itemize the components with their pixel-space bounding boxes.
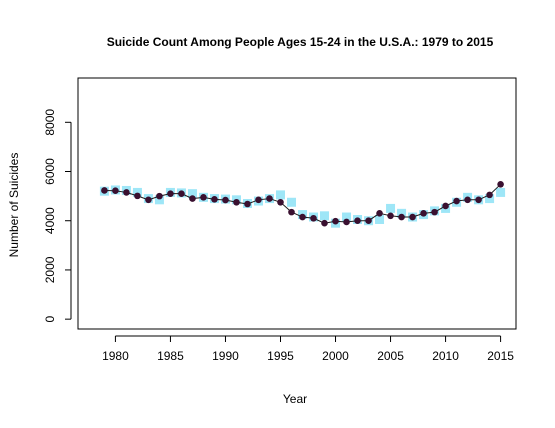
square-point: [386, 203, 396, 213]
circle-point: [112, 187, 119, 195]
circle-point: [354, 217, 361, 225]
square-point: [342, 212, 352, 222]
circle-point: [178, 190, 185, 197]
circle-point: [244, 200, 251, 208]
x-tick-label: 2010: [432, 349, 459, 363]
circle-point: [222, 196, 229, 204]
square-point: [275, 190, 285, 200]
circle-point: [376, 210, 383, 217]
circle-point: [101, 187, 108, 194]
x-axis-title: Year: [283, 392, 307, 406]
circle-point: [310, 214, 317, 222]
circle-point: [156, 192, 163, 200]
circle-point: [255, 196, 262, 204]
circle-point: [167, 190, 174, 197]
x-tick-label: 1995: [267, 349, 294, 363]
x-tick-label: 2005: [377, 349, 404, 363]
circle-point: [211, 196, 218, 203]
circle-point: [321, 219, 328, 227]
x-tick-label: 2000: [322, 349, 349, 363]
circle-point: [277, 198, 284, 206]
series-line: [101, 181, 504, 227]
y-tick-label: 0: [43, 316, 57, 323]
circle-point: [442, 202, 449, 210]
y-tick-label: 4000: [43, 207, 57, 234]
circle-point: [288, 208, 295, 216]
square-point: [375, 214, 385, 224]
y-tick-label: 6000: [43, 158, 57, 185]
circle-point: [299, 213, 306, 221]
square-point: [154, 195, 164, 205]
circle-point: [134, 192, 141, 200]
circle-point: [409, 213, 416, 221]
plot-area: [77, 77, 517, 330]
square-point: [397, 208, 407, 218]
square-point: [320, 211, 330, 221]
circle-point: [464, 196, 471, 204]
x-tick-label: 1990: [212, 349, 239, 363]
circle-point: [420, 210, 427, 217]
circle-point: [475, 196, 482, 204]
y-tick-label: 2000: [43, 256, 57, 283]
circle-point: [453, 197, 460, 205]
circle-point: [365, 217, 372, 225]
circle-point: [398, 213, 405, 221]
x-axis: 1980 1985 1990 1995 2000 2005 2010 2015: [102, 335, 514, 363]
square-point: [485, 194, 495, 204]
chart-title: Suicide Count Among People Ages 15-24 in…: [107, 35, 494, 49]
circle-point: [266, 195, 273, 202]
square-point: [496, 187, 506, 197]
y-axis-title: Number of Suicides: [7, 153, 21, 258]
circle-point: [123, 189, 130, 196]
y-axis: 0 2000 4000 6000 8000: [43, 109, 72, 323]
circle-point: [200, 194, 207, 201]
circle-point: [431, 208, 438, 216]
x-tick-label: 1985: [157, 349, 184, 363]
circle-point: [233, 198, 240, 206]
circle-point: [387, 212, 394, 220]
x-tick-label: 1980: [102, 349, 129, 363]
circle-point: [145, 196, 152, 204]
circle-point: [497, 181, 504, 188]
circle-point: [343, 218, 350, 226]
x-tick-label: 2015: [487, 349, 514, 363]
square-point: [187, 189, 197, 199]
circle-point: [332, 217, 339, 225]
square-point: [286, 197, 296, 207]
circle-point: [189, 195, 196, 202]
circle-point: [486, 191, 493, 199]
y-tick-label: 8000: [43, 109, 57, 136]
square-point: [132, 187, 142, 197]
